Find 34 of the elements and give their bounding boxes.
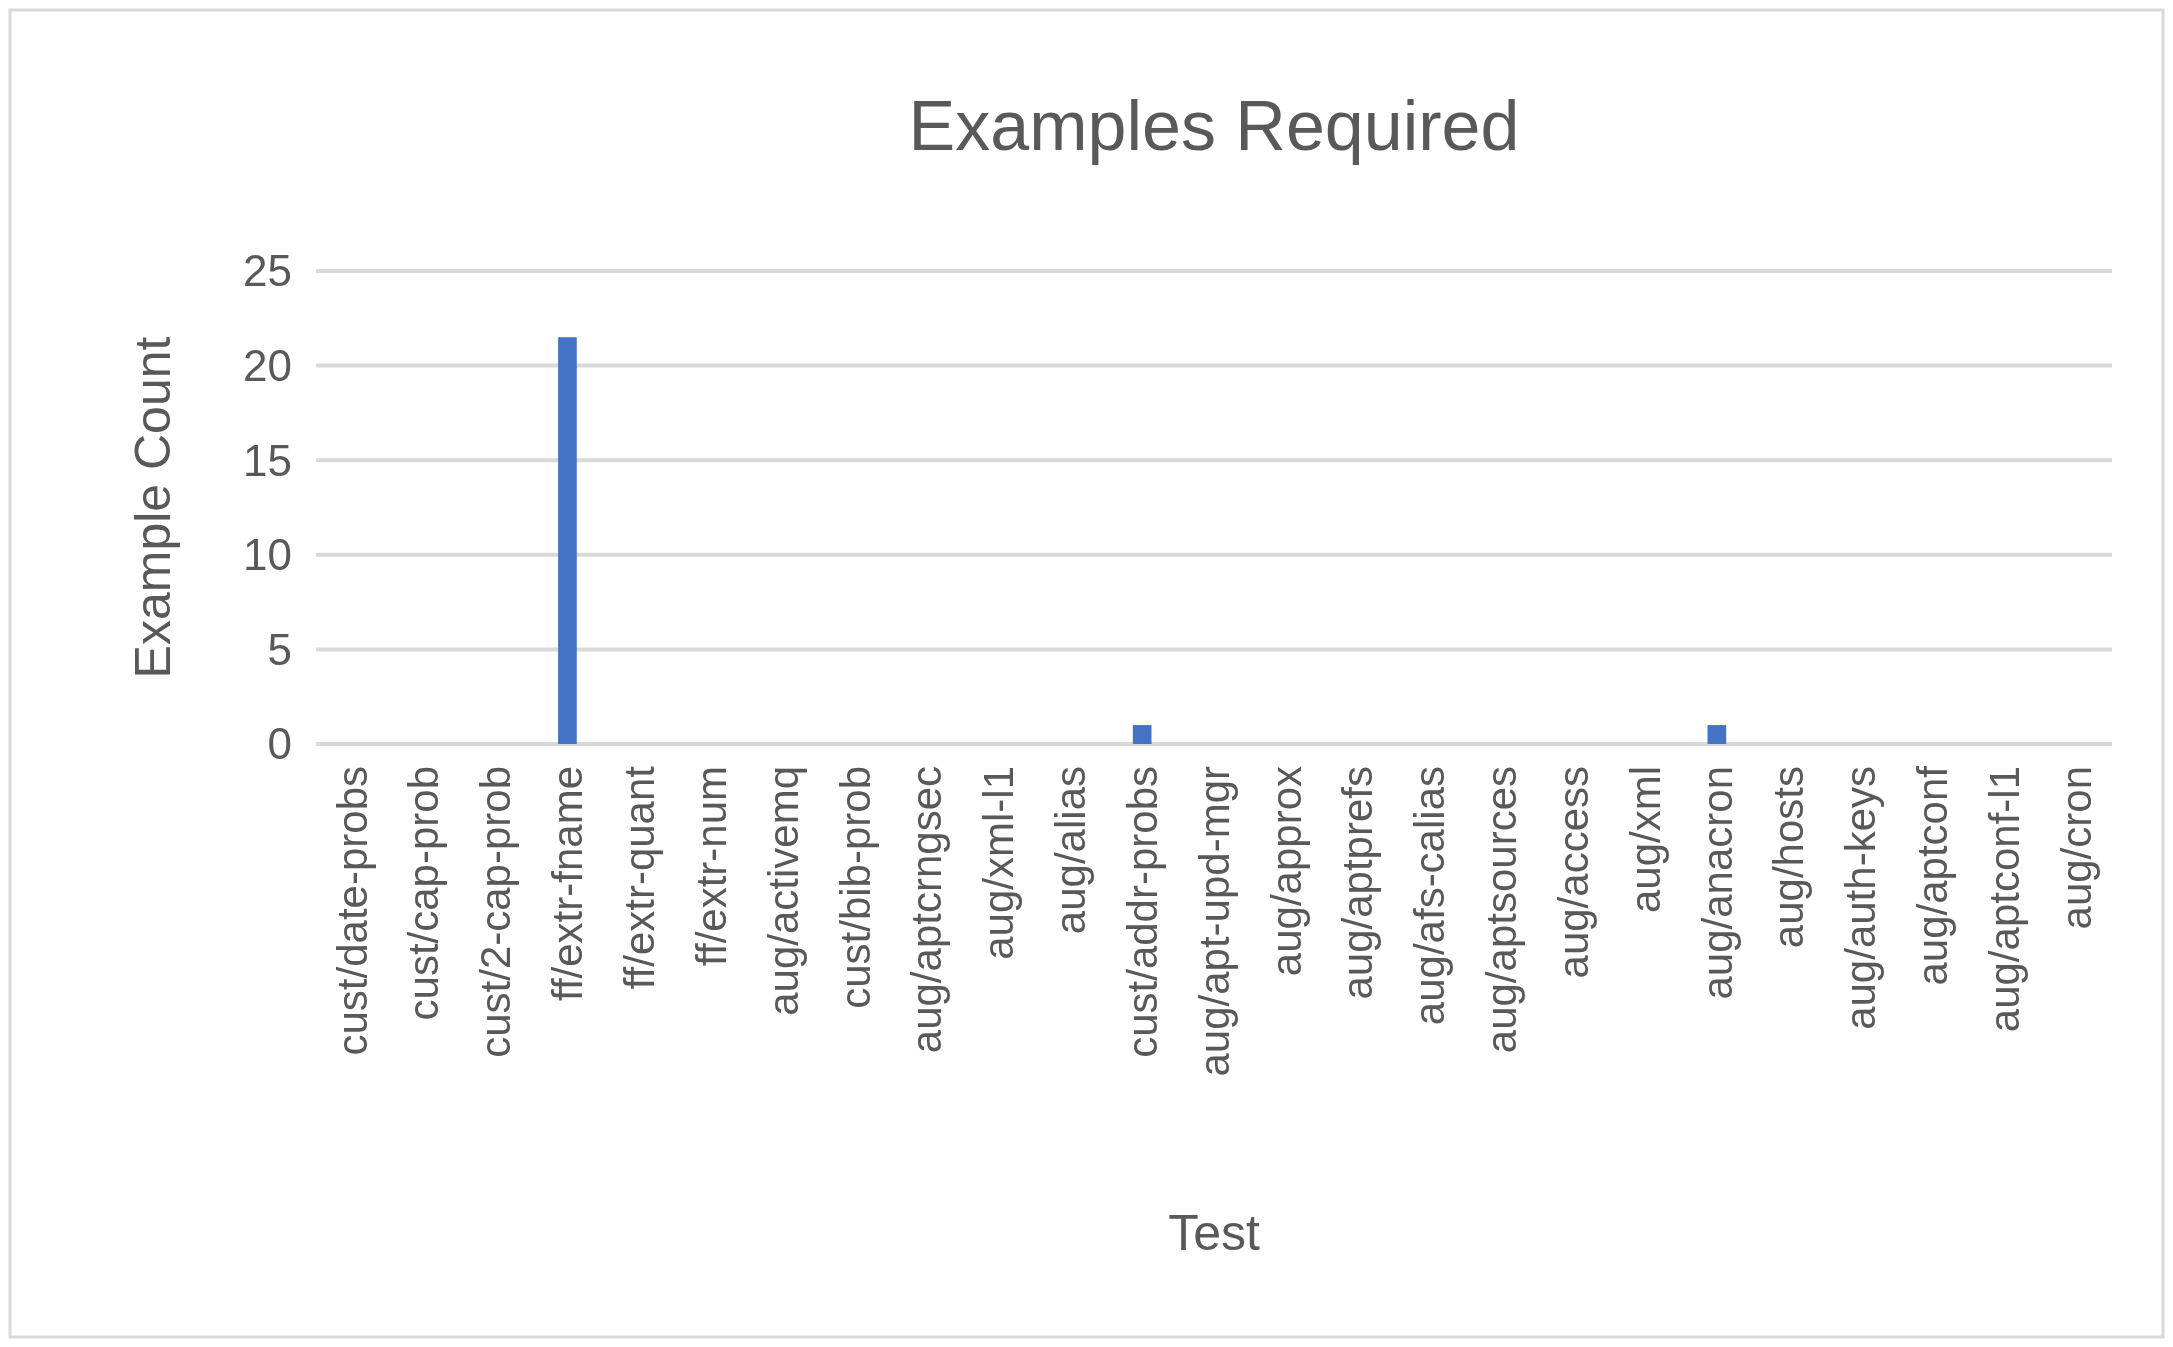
x-tick-label: aug/xml	[1621, 766, 1669, 914]
y-tick-label: 20	[243, 341, 292, 390]
x-tick-label: aug/apt-upd-mgr	[1190, 765, 1238, 1077]
y-tick-label: 25	[243, 246, 292, 296]
x-axis-title: Test	[1168, 1205, 1260, 1261]
x-tick-label: aug/afs-calias	[1406, 766, 1454, 1026]
x-tick-label: aug/alias	[1047, 766, 1095, 935]
x-tick-label: aug/activemq	[759, 766, 807, 1016]
y-tick-label: 10	[243, 530, 292, 580]
x-tick-label: cust/cap-prob	[400, 766, 448, 1021]
x-tick-label: cust/date-probs	[328, 766, 376, 1056]
x-tick-label: aug/cron	[2052, 766, 2100, 930]
x-tick-label: aug/aptcrngsec	[903, 766, 951, 1054]
x-tick-label: ff/extr-quant	[615, 765, 663, 990]
y-tick-label: 15	[243, 435, 292, 485]
x-tick-label: aug/aptprefs	[1334, 766, 1382, 1000]
x-tick-label: aug/xml-l1	[975, 766, 1023, 960]
x-tick-label: aug/access	[1549, 766, 1597, 979]
y-tick-label: 5	[267, 624, 292, 674]
x-tick-label: cust/bib-prob	[831, 766, 879, 1009]
y-tick-label: 0	[267, 719, 292, 769]
x-tick-label: ff/extr-num	[687, 766, 735, 966]
x-tick-label: aug/hosts	[1765, 766, 1813, 949]
chart-title: Examples Required	[908, 87, 1520, 165]
x-tick-label: cust/2-cap-prob	[472, 766, 520, 1058]
x-tick-label: cust/addr-probs	[1118, 766, 1166, 1058]
x-tick-label: aug/aptconf	[1909, 765, 1957, 986]
x-tick-label: aug/auth-keys	[1837, 766, 1885, 1030]
x-tick-label: ff/extr-fname	[544, 766, 592, 1001]
x-tick-label: aug/aptconf-l1	[1980, 766, 2028, 1033]
x-tick-label: aug/aptsources	[1478, 766, 1526, 1054]
y-axis-title: Example Count	[125, 336, 181, 679]
x-tick-label: aug/approx	[1262, 766, 1310, 977]
x-tick-label: aug/anacron	[1693, 766, 1741, 1000]
